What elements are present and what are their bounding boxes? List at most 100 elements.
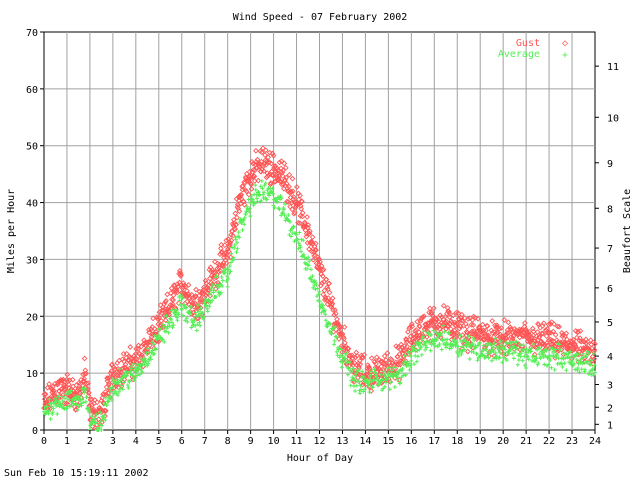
average-point	[236, 230, 241, 235]
average-point	[548, 357, 553, 362]
gust-point	[206, 286, 212, 293]
average-point	[316, 292, 321, 297]
gust-point	[86, 390, 92, 396]
average-point	[129, 364, 134, 369]
average-point	[489, 350, 494, 355]
gust-point	[153, 328, 159, 335]
gust-point	[446, 308, 452, 315]
average-point	[434, 330, 439, 335]
gust-point	[135, 342, 142, 349]
average-point	[117, 366, 122, 371]
average-point	[169, 320, 174, 325]
gust-point	[58, 377, 65, 384]
gust-point	[426, 323, 433, 329]
average-point	[413, 353, 418, 358]
gust-point	[450, 312, 457, 319]
gust-point	[101, 400, 107, 407]
average-point	[349, 369, 354, 374]
average-point	[47, 397, 52, 402]
gust-point	[105, 390, 112, 397]
gust-point	[173, 287, 180, 294]
average-point	[521, 348, 526, 353]
average-point	[243, 212, 248, 217]
gust-point	[162, 317, 169, 324]
gust-point	[102, 389, 109, 395]
gust-point	[456, 316, 462, 322]
gust-point	[542, 346, 549, 352]
gust-point	[488, 327, 495, 334]
average-point	[339, 347, 344, 352]
average-point	[503, 347, 508, 352]
average-point	[459, 352, 464, 357]
average-point	[582, 369, 587, 374]
average-point	[182, 302, 187, 307]
gust-point	[253, 147, 259, 154]
average-point	[184, 305, 189, 310]
gust-point	[195, 315, 202, 321]
average-point	[491, 348, 496, 353]
average-point	[407, 367, 412, 372]
gust-point	[98, 409, 104, 416]
average-point	[382, 373, 387, 378]
gust-point	[152, 331, 159, 338]
average-point	[381, 369, 386, 374]
average-point	[188, 304, 193, 309]
average-point	[198, 323, 203, 328]
beaufort-tick-label: 7	[607, 244, 613, 255]
gust-point	[465, 316, 472, 322]
average-point	[337, 346, 342, 351]
gust-point	[290, 194, 297, 200]
average-point	[518, 354, 523, 359]
gust-point	[127, 344, 134, 350]
average-point	[533, 358, 538, 363]
average-point	[232, 245, 237, 250]
average-point	[78, 401, 83, 406]
average-point	[246, 197, 251, 202]
legend-average-marker: +	[562, 50, 568, 61]
average-point	[366, 383, 371, 388]
gust-point	[262, 147, 269, 154]
average-point	[348, 383, 353, 388]
gust-point	[158, 318, 165, 324]
gust-point	[62, 383, 69, 390]
gust-point	[292, 209, 298, 216]
gust-point	[486, 353, 492, 359]
gust-point	[218, 241, 225, 248]
gust-point	[223, 260, 230, 266]
average-point	[470, 341, 475, 346]
average-point	[386, 373, 391, 378]
average-point	[351, 366, 356, 371]
gust-point	[488, 337, 495, 344]
gust-point	[509, 329, 516, 335]
average-point	[229, 251, 234, 256]
average-point	[219, 274, 224, 279]
average-point	[302, 255, 307, 260]
average-point	[131, 361, 136, 366]
average-point	[198, 306, 203, 311]
gust-point	[122, 361, 129, 368]
gust-point	[591, 347, 598, 353]
average-point	[46, 409, 51, 414]
average-point	[64, 406, 69, 411]
average-point	[520, 358, 525, 363]
average-point	[50, 410, 55, 415]
average-point	[558, 347, 563, 352]
average-point	[468, 345, 473, 350]
average-point	[167, 323, 172, 328]
gust-point	[446, 314, 453, 320]
gust-point	[237, 200, 244, 207]
average-point	[457, 349, 462, 354]
average-point	[361, 374, 366, 379]
average-point	[401, 373, 406, 378]
gust-point	[215, 268, 222, 275]
gust-point	[563, 330, 570, 337]
gust-point	[202, 277, 209, 284]
gust-point	[241, 201, 248, 208]
average-point	[297, 230, 302, 235]
average-point	[205, 306, 210, 311]
x-tick-label: 7	[202, 436, 208, 447]
average-point	[414, 359, 419, 364]
beaufort-tick-label: 2	[607, 403, 613, 414]
average-point	[437, 341, 442, 346]
average-point	[402, 353, 407, 358]
